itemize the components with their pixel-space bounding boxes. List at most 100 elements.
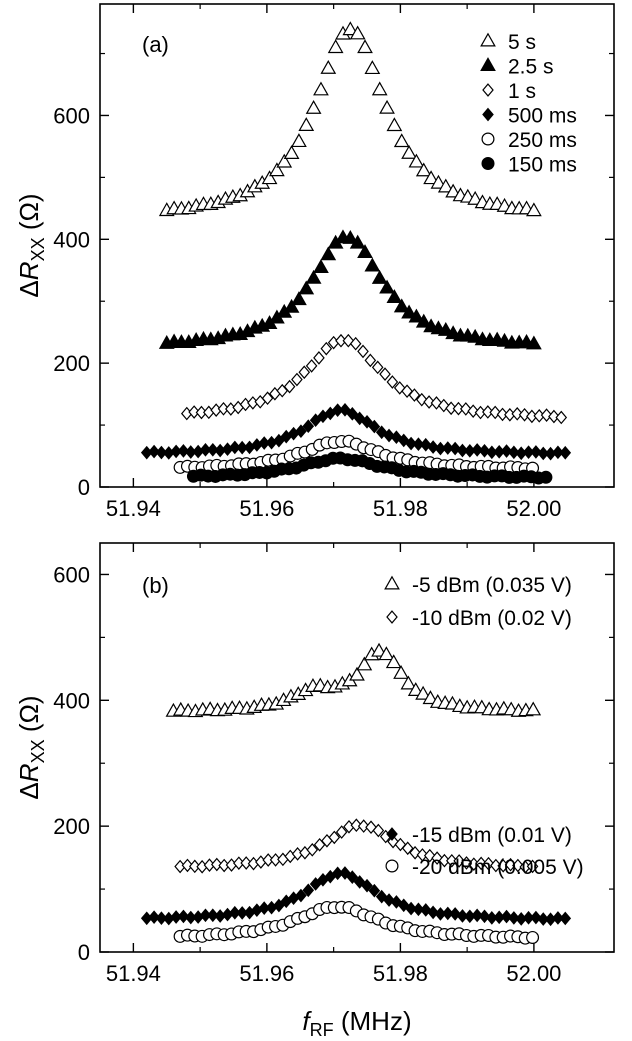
legend-label: 150 ms xyxy=(508,154,577,177)
data-point xyxy=(177,444,190,458)
data-point xyxy=(379,279,395,294)
data-point xyxy=(383,428,395,443)
data-point xyxy=(357,244,373,259)
data-point xyxy=(276,383,289,398)
data-point xyxy=(405,436,417,451)
legend-label: 5 s xyxy=(508,31,536,54)
data-point xyxy=(273,898,285,913)
data-point xyxy=(400,675,417,690)
data-point xyxy=(415,162,432,177)
data-point xyxy=(539,470,553,484)
data-point xyxy=(368,419,381,434)
data-point xyxy=(357,819,370,833)
x-tick-label: 52.00 xyxy=(506,961,561,986)
data-point xyxy=(467,404,479,418)
data-point xyxy=(430,174,447,189)
data-point xyxy=(386,289,403,304)
data-point xyxy=(305,359,318,373)
data-point xyxy=(385,654,402,669)
data-point xyxy=(364,257,381,272)
data-point xyxy=(349,234,366,249)
data-point xyxy=(530,445,542,459)
data-point xyxy=(378,646,395,661)
y-tick-label: 600 xyxy=(53,562,90,587)
legend-marker xyxy=(480,57,496,71)
data-point xyxy=(217,401,230,416)
series-circle-filled xyxy=(186,451,553,485)
data-point xyxy=(291,372,303,387)
y-tick-label: 0 xyxy=(78,940,90,965)
data-point xyxy=(350,818,363,833)
data-point xyxy=(401,384,413,399)
data-point xyxy=(526,859,539,874)
legend-label: 250 ms xyxy=(508,129,577,152)
data-point xyxy=(342,21,359,36)
series-diamond-open xyxy=(180,333,568,425)
data-point xyxy=(408,153,425,168)
data-point xyxy=(295,888,307,903)
panel-a: 51.94 51.96 51.98 52.00 0 200 400 600 ΔRXX (Ω) (a… xyxy=(14,3,615,521)
data-point xyxy=(427,905,439,920)
data-point xyxy=(283,298,300,313)
plot-frame xyxy=(99,3,615,488)
y-axis-label-main: Δ xyxy=(14,782,44,799)
x-tick-label: 51.96 xyxy=(239,496,294,521)
data-point xyxy=(393,298,410,313)
data-point xyxy=(302,419,315,434)
data-point xyxy=(552,911,564,925)
legend-marker xyxy=(481,156,495,171)
data-point xyxy=(511,407,524,421)
data-point xyxy=(478,443,491,458)
data-point xyxy=(361,415,373,429)
data-point xyxy=(394,837,407,852)
y-tick-label: 400 xyxy=(53,227,90,252)
data-point xyxy=(537,446,550,461)
data-point xyxy=(408,388,421,402)
y-tick-label: 200 xyxy=(53,351,90,376)
legend-marker xyxy=(482,107,494,122)
legend-label: 2.5 s xyxy=(508,56,554,79)
data-point xyxy=(327,39,344,54)
data-point xyxy=(415,685,431,700)
y-axis-label-var: R xyxy=(14,763,44,782)
data-point xyxy=(349,336,362,351)
data-point xyxy=(342,333,355,348)
data-point xyxy=(508,911,520,925)
legend-label: -15 dBm (0.01 V) xyxy=(412,824,572,847)
data-point xyxy=(379,367,391,381)
data-point xyxy=(559,911,572,926)
panel-label: (b) xyxy=(142,573,169,598)
series-triangle-open xyxy=(158,21,542,217)
data-point xyxy=(555,410,568,425)
data-point xyxy=(504,857,517,872)
data-point xyxy=(460,856,473,870)
y-tick-label: 400 xyxy=(53,688,90,713)
legend-marker xyxy=(385,859,399,873)
data-point xyxy=(283,379,296,394)
y-tick-label: 0 xyxy=(78,475,90,500)
data-point xyxy=(401,144,417,159)
data-point xyxy=(207,442,219,457)
data-point xyxy=(482,405,494,419)
data-point xyxy=(346,406,359,421)
data-point xyxy=(390,430,403,445)
data-point xyxy=(155,445,168,460)
y-tick-label: 200 xyxy=(53,814,90,839)
x-tick-label: 51.94 xyxy=(106,496,161,521)
series-triangle-filled xyxy=(158,229,542,350)
series-diamond-open xyxy=(174,818,539,874)
legend-marker xyxy=(482,83,494,97)
data-point xyxy=(335,825,348,839)
data-point xyxy=(365,820,377,835)
data-point xyxy=(449,441,461,456)
data-point xyxy=(437,178,454,193)
data-point xyxy=(379,99,395,114)
data-point xyxy=(530,910,542,925)
data-point xyxy=(408,308,425,323)
data-point xyxy=(371,81,388,96)
data-point xyxy=(298,280,315,295)
data-point xyxy=(423,395,435,409)
legend-label: -10 dBm (0.02 V) xyxy=(412,607,572,630)
data-point xyxy=(240,856,252,870)
